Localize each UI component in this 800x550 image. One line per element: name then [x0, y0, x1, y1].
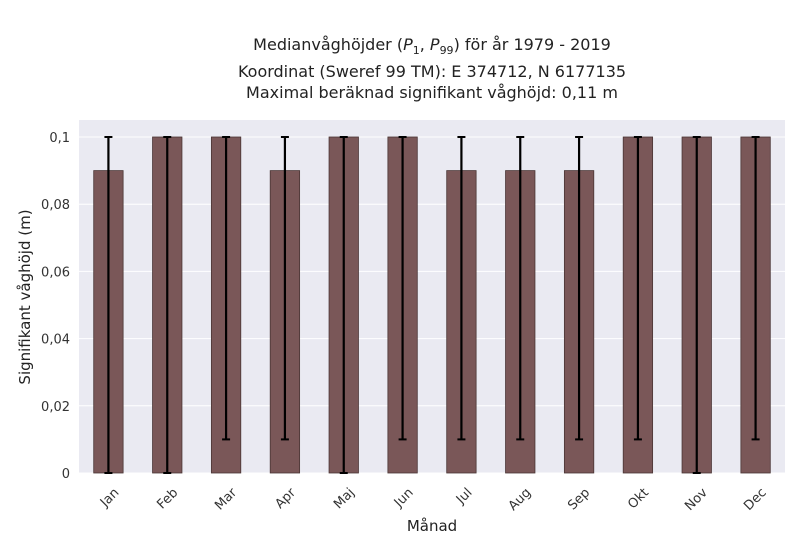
y-tick-label: 0 [62, 467, 70, 482]
chart-title-line-1: Medianvåghöjder (P1, P99) för år 1979 - … [253, 35, 611, 58]
x-tick-label: Okt [625, 485, 652, 512]
y-tick-label: 0,02 [41, 400, 70, 415]
y-tick-label: 0,04 [41, 333, 70, 348]
x-tick-labels: Jan Feb Mar Apr Maj Jun Jul Aug Sep Okt Nov Dec [97, 485, 770, 514]
error-bars [104, 136, 760, 474]
chart-title-line-3: Maximal beräknad signifikant våghöjd: 0,… [246, 83, 618, 103]
x-tick-label: Nov [682, 485, 711, 514]
plot-area [79, 120, 785, 473]
grid-lines [79, 136, 785, 474]
x-tick-label: Dec [741, 485, 769, 513]
x-tick-label: Jan [97, 485, 122, 510]
x-tick-label: Jul [453, 485, 475, 507]
x-tick-label: Sep [565, 485, 593, 513]
x-tick-label: Feb [154, 485, 181, 512]
y-tick-label: 0,06 [41, 265, 70, 280]
x-axis-label: Månad [407, 517, 457, 535]
y-tick-label: 0,08 [41, 198, 70, 213]
x-tick-label: Jun [391, 485, 417, 511]
y-tick-label: 0,1 [49, 131, 70, 146]
chart-title-line-2: Koordinat (Sweref 99 TM): E 374712, N 61… [237, 62, 627, 82]
x-tick-label: Apr [272, 485, 299, 512]
y-tick-labels: 0 0,02 0,04 0,06 0,08 0,1 [41, 131, 70, 482]
y-axis-label: Signifikant våghöjd (m) [16, 209, 34, 384]
x-tick-label: Maj [331, 485, 358, 512]
x-tick-label: Mar [212, 485, 240, 513]
chart-title: Medianvåghöjder (P1, P99) för år 1979 - … [79, 34, 785, 103]
x-tick-label: Aug [506, 485, 535, 514]
